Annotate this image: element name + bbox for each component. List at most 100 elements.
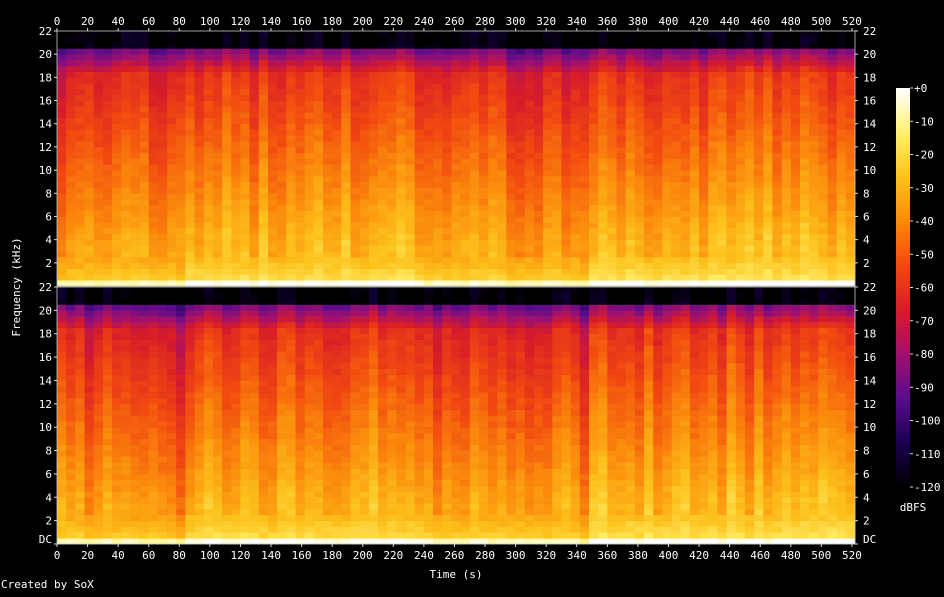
spectrogram-cell xyxy=(672,263,682,269)
spectrogram-cell xyxy=(149,222,159,228)
spectrogram-cell xyxy=(818,222,828,228)
spectrogram-cell xyxy=(341,170,351,176)
spectrogram-cell xyxy=(75,427,85,433)
spectrogram-cell xyxy=(277,251,287,257)
spectrogram-cell xyxy=(94,164,104,170)
spectrogram-cell xyxy=(341,245,351,251)
spectrogram-cell xyxy=(534,37,544,43)
spectrogram-cell xyxy=(259,124,269,130)
spectrogram-cell xyxy=(396,83,406,89)
spectrogram-cell xyxy=(85,31,95,37)
spectrogram-cell xyxy=(213,77,223,83)
spectrogram-cell xyxy=(94,89,104,95)
spectrogram-cell xyxy=(130,340,140,346)
spectrogram-cell xyxy=(277,193,287,199)
spectrogram-cell xyxy=(607,211,617,217)
spectrogram-cell xyxy=(837,31,847,37)
spectrogram-cell xyxy=(250,316,260,322)
spectrogram-cell xyxy=(94,386,104,392)
spectrogram-cell xyxy=(204,421,214,427)
spectrogram-cell xyxy=(424,77,434,83)
spectrogram-cell xyxy=(259,497,269,503)
spectrogram-cell xyxy=(57,234,67,240)
spectrogram-cell xyxy=(66,170,76,176)
spectrogram-cell xyxy=(415,106,425,112)
spectrogram-cell xyxy=(231,410,241,416)
spectrogram-cell xyxy=(250,217,260,223)
spectrogram-cell xyxy=(846,106,856,112)
spectrogram-cell xyxy=(626,251,636,257)
spectrogram-cell xyxy=(259,159,269,165)
spectrogram-cell xyxy=(305,31,315,37)
spectrogram-cell xyxy=(277,101,287,107)
spectrogram-cell xyxy=(277,240,287,246)
spectrogram-cell xyxy=(479,193,489,199)
spectrogram-cell xyxy=(94,222,104,228)
spectrogram-cell xyxy=(167,538,177,544)
spectrogram-cell xyxy=(332,95,342,101)
spectrogram-cell xyxy=(479,257,489,263)
spectrogram-cell xyxy=(286,240,296,246)
spectrogram-cell xyxy=(571,182,581,188)
spectrogram-cell xyxy=(626,101,636,107)
spectrogram-cell xyxy=(617,147,627,153)
spectrogram-cell xyxy=(296,445,306,451)
spectrogram-cell xyxy=(140,427,150,433)
spectrogram-cell xyxy=(690,280,700,286)
spectrogram-cell xyxy=(185,77,195,83)
spectrogram-cell xyxy=(809,205,819,211)
spectrogram-cell xyxy=(112,135,122,141)
spectrogram-cell xyxy=(653,124,663,130)
spectrogram-cell xyxy=(103,135,113,141)
spectrogram-cell xyxy=(103,398,113,404)
spectrogram-cell xyxy=(176,351,186,357)
spectrogram-cell xyxy=(185,176,195,182)
spectrogram-cell xyxy=(846,234,856,240)
spectrogram-cell xyxy=(396,199,406,205)
spectrogram-cell xyxy=(598,182,608,188)
spectrogram-cell xyxy=(231,433,241,439)
spectrogram-cell xyxy=(690,118,700,124)
spectrogram-cell xyxy=(66,101,76,107)
spectrogram-cell xyxy=(176,77,186,83)
spectrogram-cell xyxy=(231,130,241,136)
spectrogram-cell xyxy=(552,159,562,165)
spectrogram-cell xyxy=(736,135,746,141)
spectrogram-cell xyxy=(662,48,672,54)
spectrogram-cell xyxy=(195,263,205,269)
spectrogram-cell xyxy=(506,48,516,54)
spectrogram-cell xyxy=(158,228,168,234)
spectrogram-cell xyxy=(516,257,526,263)
spectrogram-cell xyxy=(791,130,801,136)
spectrogram-cell xyxy=(176,66,186,72)
spectrogram-cell xyxy=(286,83,296,89)
spectrogram-cell xyxy=(828,211,838,217)
spectrogram-cell xyxy=(653,205,663,211)
spectrogram-cell xyxy=(672,66,682,72)
spectrogram-cell xyxy=(323,60,333,66)
spectrogram-cell xyxy=(635,118,645,124)
spectrogram-cell xyxy=(470,234,480,240)
spectrogram-cell xyxy=(57,532,67,538)
spectrogram-cell xyxy=(772,153,782,159)
spectrogram-cell xyxy=(121,392,131,398)
spectrogram-cell xyxy=(103,451,113,457)
spectrogram-cell xyxy=(112,130,122,136)
spectrogram-cell xyxy=(85,538,95,544)
spectrogram-cell xyxy=(782,147,792,153)
spectrogram-cell xyxy=(809,234,819,240)
spectrogram-cell xyxy=(85,95,95,101)
spectrogram-cell xyxy=(828,43,838,49)
spectrogram-cell xyxy=(240,474,250,480)
spectrogram-cell xyxy=(259,37,269,43)
spectrogram-cell xyxy=(75,135,85,141)
spectrogram-cell xyxy=(112,316,122,322)
spectrogram-cell xyxy=(66,37,76,43)
spectrogram-cell xyxy=(516,130,526,136)
spectrogram-cell xyxy=(231,486,241,492)
spectrogram-cell xyxy=(75,257,85,263)
spectrogram-cell xyxy=(516,95,526,101)
spectrogram-cell xyxy=(662,245,672,251)
spectrogram-cell xyxy=(204,456,214,462)
spectrogram-cell xyxy=(745,60,755,66)
